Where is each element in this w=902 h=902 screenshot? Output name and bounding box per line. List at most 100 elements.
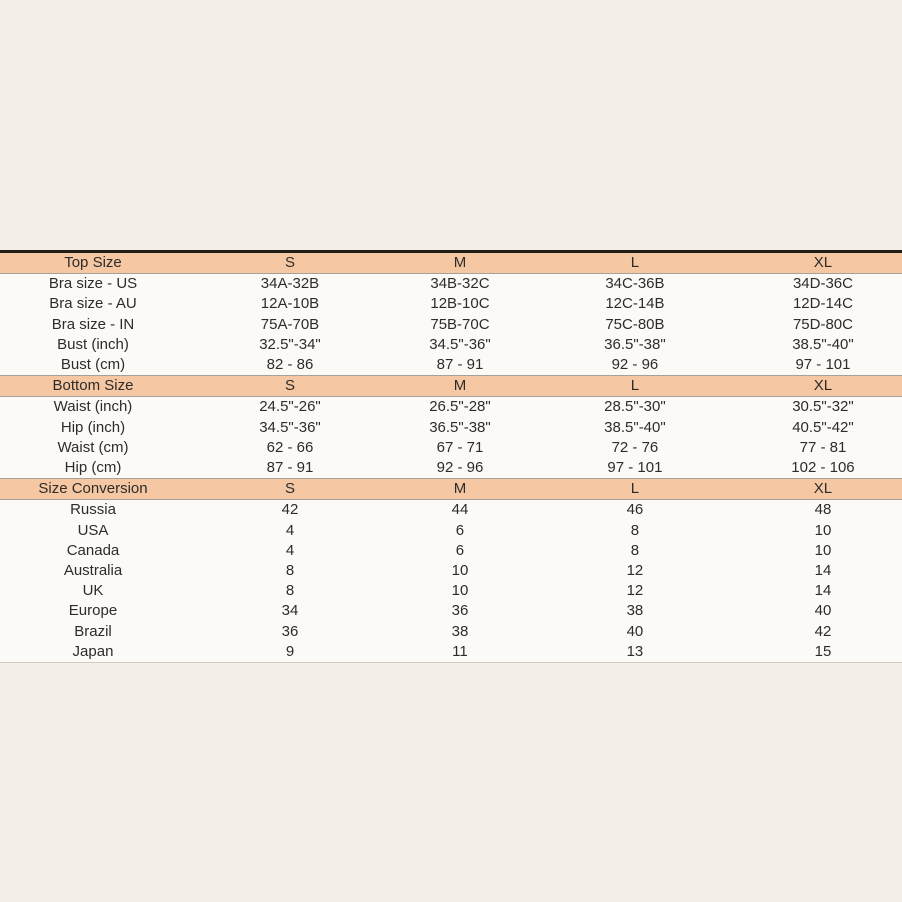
value-cell: 102 - 106 [743, 458, 902, 479]
row-label-cell: Japan [0, 641, 186, 663]
value-cell: 12B-10C [393, 294, 526, 315]
section-top-size: Top Size S M L XL Bra size - US 34A-32B 34B-32C… [0, 250, 902, 376]
value-cell: 14 [743, 561, 902, 582]
value-cell: 67 - 71 [393, 437, 526, 459]
value-cell: 38.5"-40" [743, 334, 902, 356]
size-chart-table: Top Size S M L XL Bra size - US 34A-32B 34B-32C… [0, 250, 902, 664]
section-title-size-conversion: Size Conversion [0, 478, 186, 501]
value-cell: 6 [393, 520, 526, 541]
value-cell: 75C-80B [525, 314, 744, 335]
value-cell: 42 [743, 621, 902, 642]
value-cell: 10 [393, 581, 526, 602]
value-cell: 12 [525, 561, 744, 582]
table-row: USA 4 6 8 10 [0, 520, 902, 541]
row-label-cell: Canada [0, 540, 186, 562]
value-cell: 34A-32B [185, 273, 394, 295]
size-column-header: M [393, 478, 526, 501]
value-cell: 10 [743, 540, 902, 562]
section-header-row: Top Size S M L XL [0, 250, 902, 275]
value-cell: 9 [185, 641, 394, 663]
value-cell: 48 [743, 499, 902, 521]
row-label-cell: USA [0, 520, 186, 541]
section-size-conversion: Size Conversion S M L XL Russia 42 44 46 48 USA 4 6 8… [0, 478, 902, 663]
size-column-header: M [393, 250, 526, 275]
value-cell: 87 - 91 [185, 458, 394, 479]
table-row: Bra size - US 34A-32B 34B-32C 34C-36B 34D-36… [0, 273, 902, 295]
table-row: Waist (cm) 62 - 66 67 - 71 72 - 76 77 - 81 [0, 437, 902, 459]
value-cell: 34D-36C [743, 273, 902, 295]
row-label-cell: Waist (cm) [0, 437, 186, 459]
size-column-header: XL [743, 478, 902, 501]
table-row: Bust (inch) 32.5"-34" 34.5"-36" 36.5"-38" 38… [0, 334, 902, 356]
row-label-cell: Bust (inch) [0, 334, 186, 356]
size-column-header: S [185, 478, 394, 501]
value-cell: 87 - 91 [393, 355, 526, 376]
value-cell: 10 [393, 561, 526, 582]
row-label-cell: Brazil [0, 621, 186, 642]
table-row: Hip (inch) 34.5"-36" 36.5"-38" 38.5"-40" 40.… [0, 417, 902, 438]
section-header-row: Size Conversion S M L XL [0, 478, 902, 501]
section-bottom-size: Bottom Size S M L XL Waist (inch) 24.5"-26" 26.… [0, 375, 902, 479]
value-cell: 11 [393, 641, 526, 663]
value-cell: 8 [185, 581, 394, 602]
value-cell: 28.5"-30" [525, 396, 744, 418]
value-cell: 30.5"-32" [743, 396, 902, 418]
row-label-cell: Waist (inch) [0, 396, 186, 418]
value-cell: 4 [185, 520, 394, 541]
value-cell: 14 [743, 581, 902, 602]
size-column-header: M [393, 375, 526, 398]
table-row: Bra size - AU 12A-10B 12B-10C 12C-14B 12D-14… [0, 294, 902, 315]
value-cell: 36.5"-38" [525, 334, 744, 356]
value-cell: 12A-10B [185, 294, 394, 315]
table-row: Bra size - IN 75A-70B 75B-70C 75C-80B 75D-80… [0, 314, 902, 335]
value-cell: 36 [185, 621, 394, 642]
value-cell: 8 [525, 540, 744, 562]
value-cell: 15 [743, 641, 902, 663]
table-row: Hip (cm) 87 - 91 92 - 96 97 - 101 102 - 106 [0, 458, 902, 479]
table-row: Russia 42 44 46 48 [0, 499, 902, 521]
value-cell: 32.5"-34" [185, 334, 394, 356]
value-cell: 62 - 66 [185, 437, 394, 459]
value-cell: 42 [185, 499, 394, 521]
value-cell: 38 [393, 621, 526, 642]
value-cell: 26.5"-28" [393, 396, 526, 418]
row-label-cell: Hip (inch) [0, 417, 186, 438]
table-row: Australia 8 10 12 14 [0, 561, 902, 582]
value-cell: 75A-70B [185, 314, 394, 335]
size-column-header: S [185, 375, 394, 398]
size-column-header: L [525, 478, 744, 501]
table-row: UK 8 10 12 14 [0, 581, 902, 602]
table-row: Waist (inch) 24.5"-26" 26.5"-28" 28.5"-30" 3… [0, 396, 902, 418]
row-label-cell: Russia [0, 499, 186, 521]
row-label-cell: Bra size - AU [0, 294, 186, 315]
value-cell: 12C-14B [525, 294, 744, 315]
row-label-cell: Australia [0, 561, 186, 582]
size-chart: Top Size S M L XL Bra size - US 34A-32B 34B-32C… [0, 250, 902, 664]
value-cell: 82 - 86 [185, 355, 394, 376]
value-cell: 12 [525, 581, 744, 602]
value-cell: 34 [185, 601, 394, 622]
value-cell: 40 [743, 601, 902, 622]
value-cell: 8 [525, 520, 744, 541]
table-row: Canada 4 6 8 10 [0, 540, 902, 562]
value-cell: 34.5"-36" [393, 334, 526, 356]
section-header-row: Bottom Size S M L XL [0, 375, 902, 398]
value-cell: 4 [185, 540, 394, 562]
size-column-header: XL [743, 375, 902, 398]
size-column-header: XL [743, 250, 902, 275]
value-cell: 38.5"-40" [525, 417, 744, 438]
table-row: Brazil 36 38 40 42 [0, 621, 902, 642]
size-column-header: L [525, 250, 744, 275]
row-label-cell: Bra size - IN [0, 314, 186, 335]
section-title-bottom-size: Bottom Size [0, 375, 186, 398]
value-cell: 10 [743, 520, 902, 541]
size-column-header: L [525, 375, 744, 398]
value-cell: 97 - 101 [743, 355, 902, 376]
value-cell: 6 [393, 540, 526, 562]
value-cell: 92 - 96 [393, 458, 526, 479]
row-label-cell: Europe [0, 601, 186, 622]
value-cell: 38 [525, 601, 744, 622]
table-row: Europe 34 36 38 40 [0, 601, 902, 622]
value-cell: 34C-36B [525, 273, 744, 295]
